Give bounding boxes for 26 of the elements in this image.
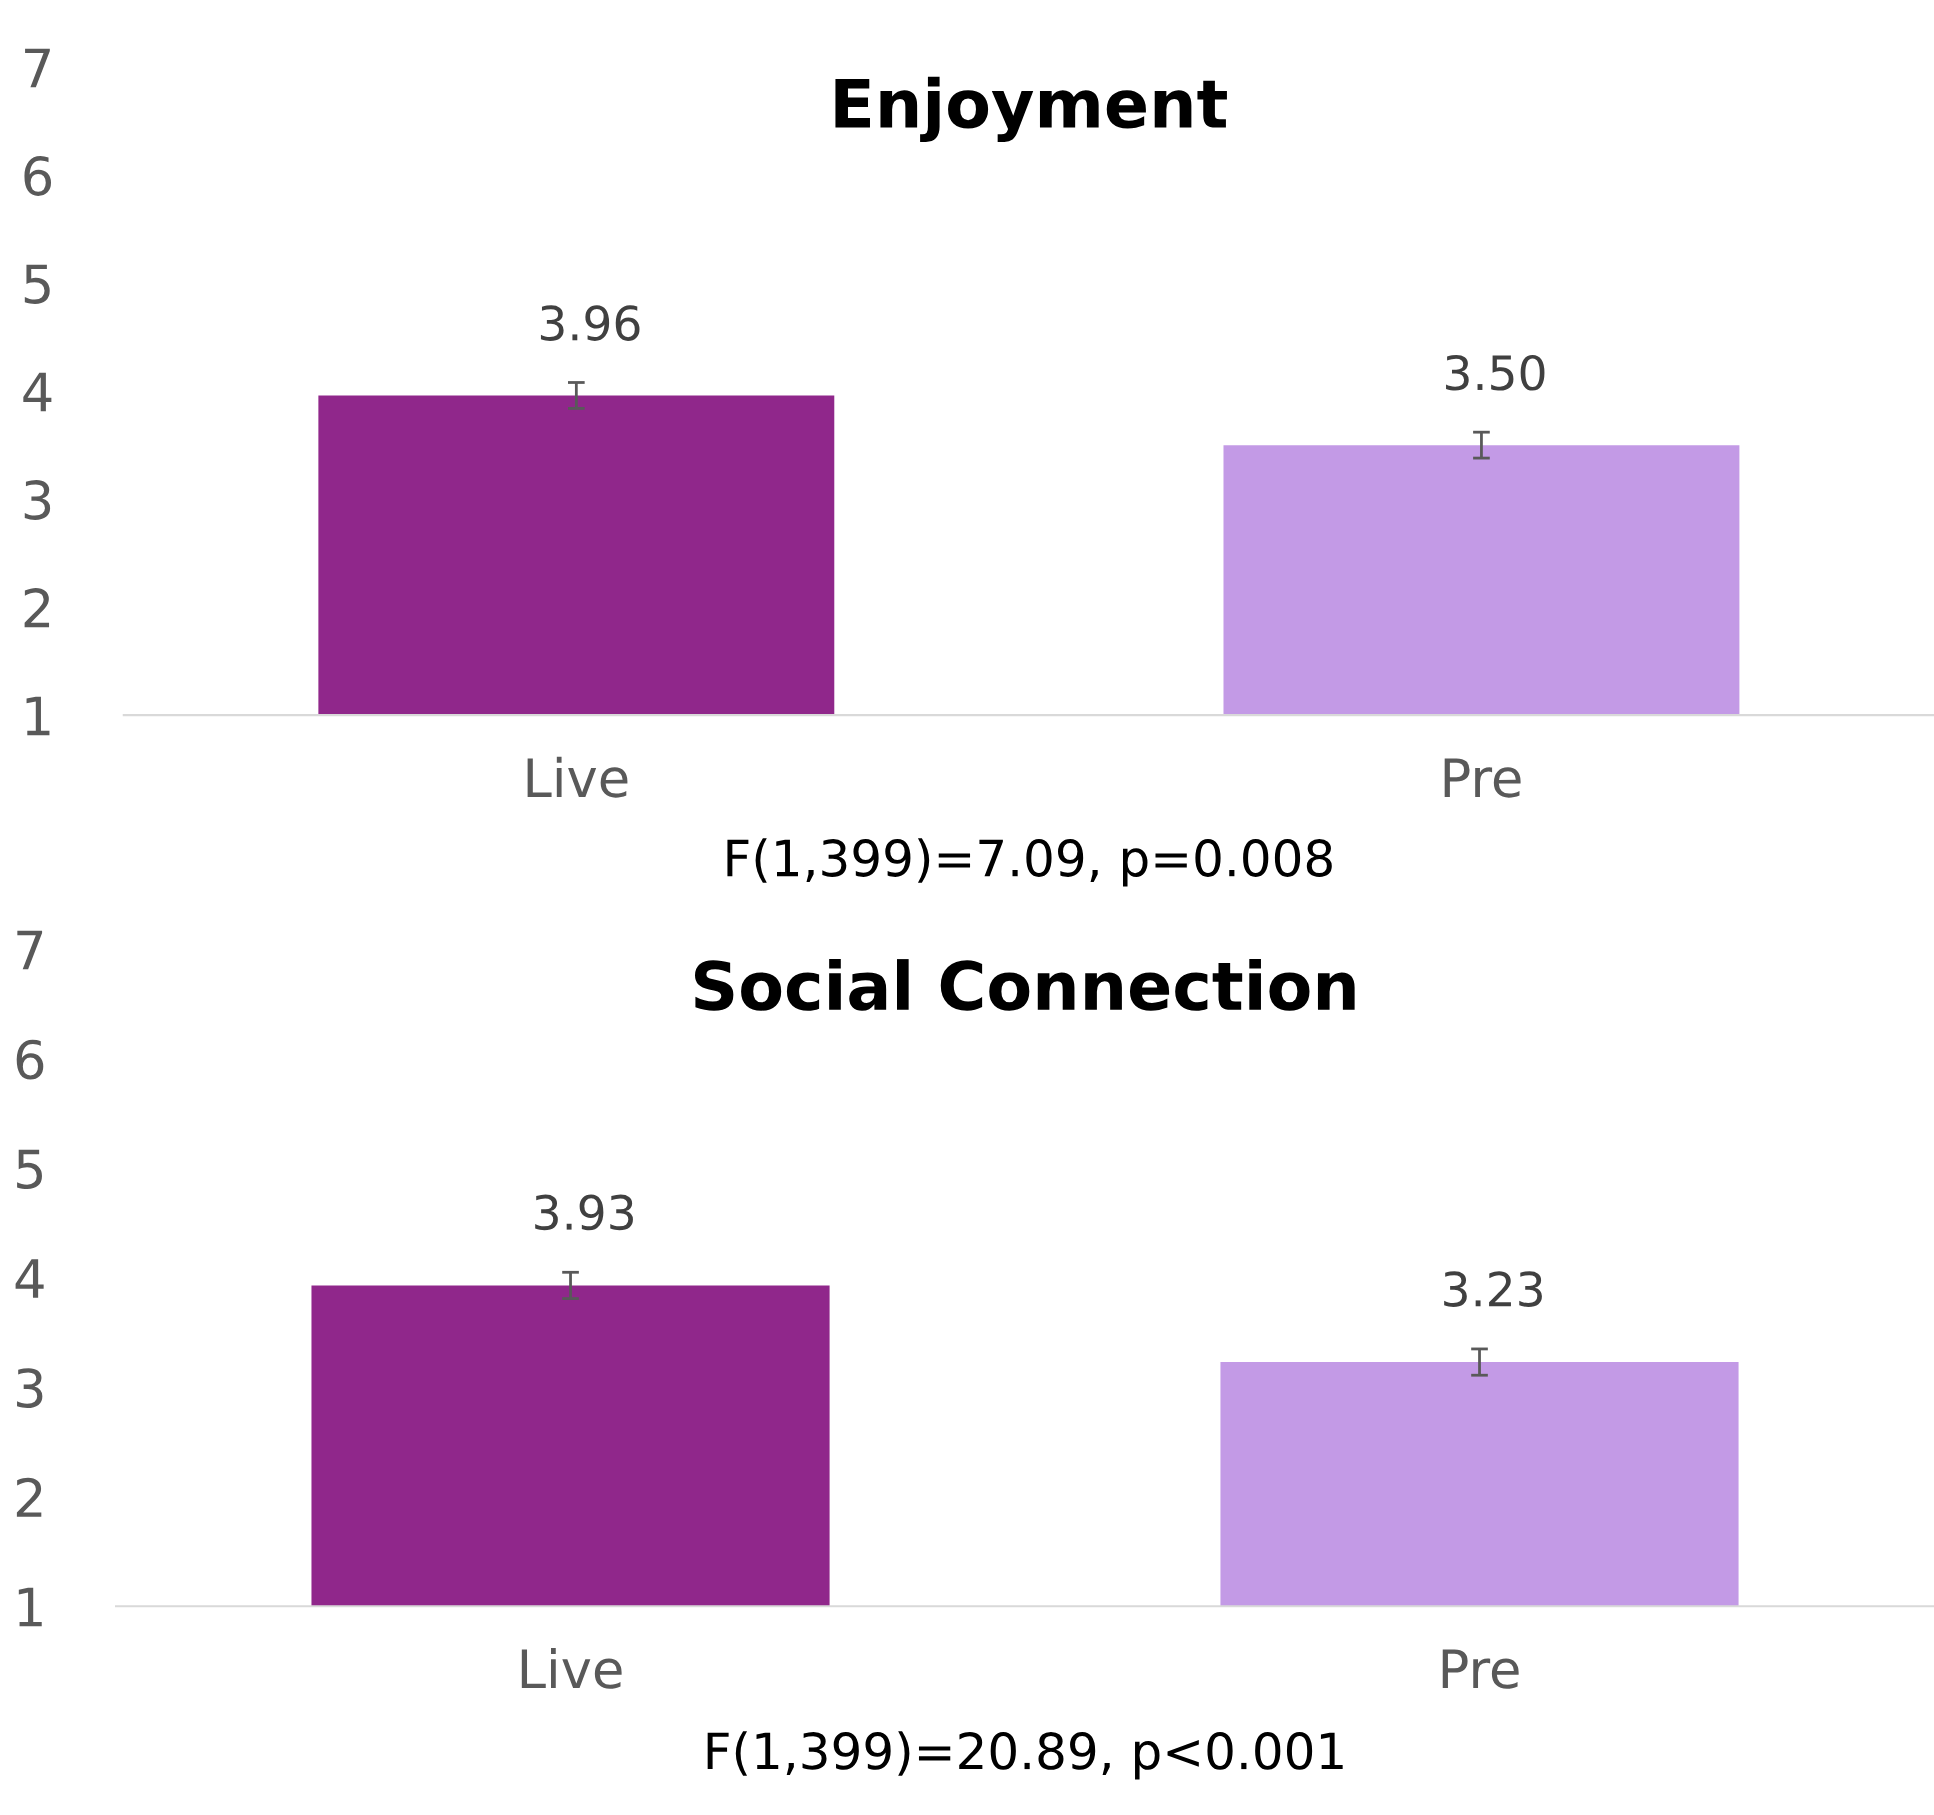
text: F(1,399)=20.89, p<0.001 — [707, 1731, 1343, 1780]
y-tick-label: 7 — [25, 48, 50, 88]
y-tick-label: 2 — [24, 588, 50, 628]
y-tick-label: 6 — [16, 1039, 44, 1080]
y-tick-label: 4 — [15, 1259, 44, 1298]
y-tick-label: 6 — [24, 156, 52, 196]
y-tick-label: 1 — [18, 1587, 42, 1627]
data-label: 3.93 — [535, 1194, 633, 1231]
y-tick-label: 3 — [17, 1368, 43, 1409]
y-tick-label: 5 — [24, 264, 50, 304]
data-label: 3.96 — [540, 305, 640, 341]
y-tick-label: 2 — [16, 1477, 42, 1517]
data-label: 3.23 — [1444, 1271, 1542, 1307]
y-tick-label: 1 — [26, 696, 50, 736]
data-label: 3.50 — [1446, 354, 1545, 391]
y-tick-label: 7 — [17, 930, 43, 970]
y-tick-label: 4 — [23, 372, 52, 412]
x-tick-label: Pre — [1444, 758, 1521, 798]
y-tick-label: 3 — [24, 480, 51, 520]
y-tick-label: 5 — [17, 1149, 42, 1190]
chart-title: Enjoyment — [835, 76, 1227, 142]
x-tick-label: Live — [521, 1647, 622, 1689]
x-tick-label: Pre — [1442, 1649, 1519, 1689]
chart-title: Social Connection — [695, 959, 1355, 1011]
text: F(1,399)=7.09, p=0.008 — [727, 838, 1332, 887]
x-tick-label: Live — [527, 756, 628, 798]
